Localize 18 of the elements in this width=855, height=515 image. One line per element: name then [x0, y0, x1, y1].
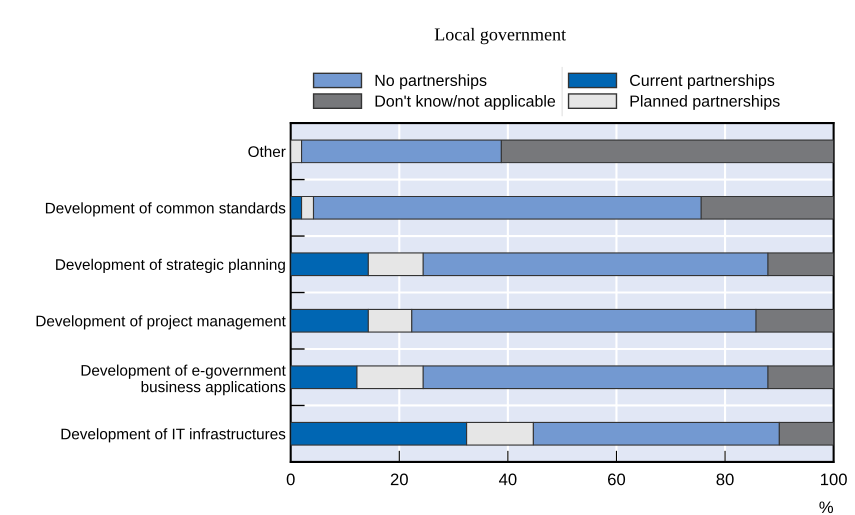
- y-tick-label: Development of common standards: [46, 202, 286, 217]
- x-tick-label: 60: [608, 474, 626, 486]
- x-tick-label: 40: [498, 474, 516, 486]
- y-tick-label: Development of strategic planning: [56, 258, 285, 273]
- y-tick-label: Development of project management: [36, 315, 286, 330]
- x-tick-label: 20: [390, 474, 408, 486]
- y-tick-label: Other: [248, 146, 286, 158]
- x-tick-label: 80: [716, 474, 734, 486]
- chart-title: Local government: [434, 28, 566, 44]
- y-tick-label: Development of e-government business applications: [82, 364, 286, 396]
- y-tick-label: Development of IT infrastructures: [62, 428, 286, 442]
- legend-label: Planned partnerships: [630, 95, 780, 110]
- legend-label: No partnerships: [376, 74, 486, 90]
- x-tick-label: 0: [286, 474, 295, 486]
- legend-label: Don't know/not applicable: [376, 95, 556, 110]
- legend-label: Current partnerships: [630, 74, 774, 90]
- x-tick-label: 100: [820, 474, 847, 486]
- x-axis-title: %: [819, 501, 834, 514]
